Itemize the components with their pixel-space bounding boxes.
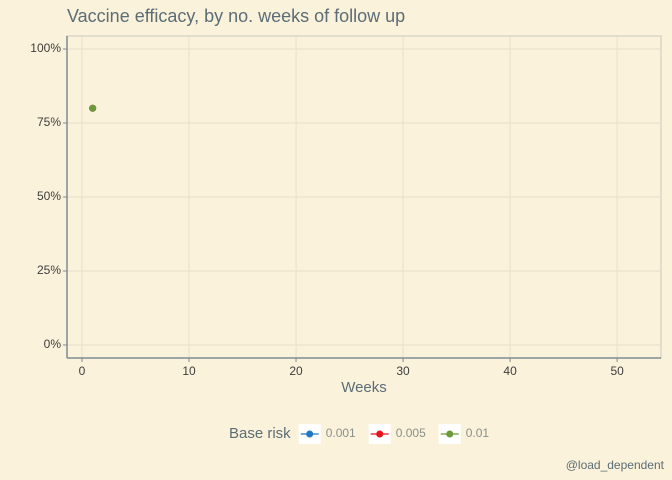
y-tick-label: 25%	[37, 263, 61, 277]
x-tick-label: 30	[396, 364, 410, 378]
x-tick-label: 0	[79, 364, 86, 378]
point	[89, 104, 97, 112]
legend: Base risk 0.001 0.005 0.01	[229, 424, 489, 444]
x-tick-label: 50	[610, 364, 624, 378]
plot-area: 0% 25% 50% 75% 100% 0 10 20 30 40 50	[30, 35, 662, 378]
y-tick-label: 100%	[30, 41, 61, 55]
legend-point	[376, 430, 384, 438]
caption: @load_dependent	[566, 458, 665, 472]
y-tick-label: 75%	[37, 115, 61, 129]
chart-title: Vaccine efficacy, by no. weeks of follow…	[67, 6, 405, 26]
legend-title: Base risk	[229, 425, 291, 442]
x-tick-label: 10	[182, 364, 196, 378]
y-tick-label: 50%	[37, 189, 61, 203]
legend-point	[306, 430, 314, 438]
legend-label: 0.01	[466, 426, 490, 440]
x-tick-label: 40	[503, 364, 517, 378]
x-axis-label: Weeks	[341, 379, 387, 396]
legend-label: 0.001	[326, 426, 356, 440]
legend-label: 0.005	[396, 426, 426, 440]
x-tick-label: 20	[289, 364, 303, 378]
legend-point	[446, 430, 454, 438]
y-tick-label: 0%	[44, 337, 62, 351]
